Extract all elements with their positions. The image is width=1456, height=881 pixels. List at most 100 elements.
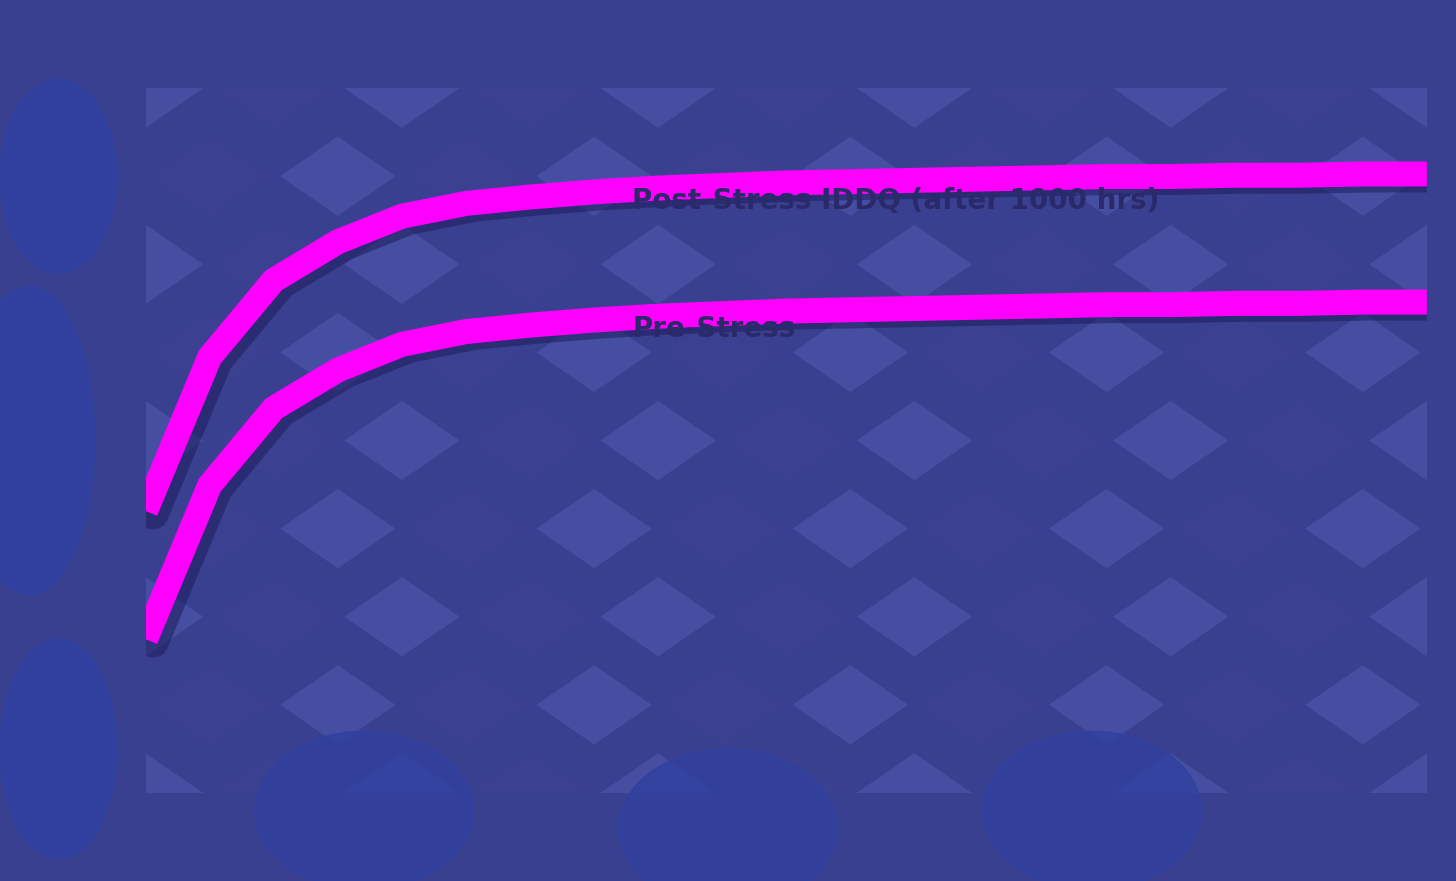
Polygon shape: [472, 753, 588, 833]
Polygon shape: [984, 401, 1101, 480]
Polygon shape: [1433, 137, 1456, 216]
Polygon shape: [1112, 401, 1229, 480]
Polygon shape: [1369, 577, 1456, 656]
Polygon shape: [1241, 225, 1357, 304]
Polygon shape: [1176, 0, 1293, 40]
Polygon shape: [1305, 313, 1421, 392]
Ellipse shape: [0, 286, 95, 595]
Polygon shape: [1241, 577, 1357, 656]
Ellipse shape: [983, 731, 1201, 881]
Polygon shape: [344, 577, 460, 656]
Polygon shape: [344, 225, 460, 304]
Polygon shape: [1048, 313, 1165, 392]
Text: Pre-Stress: Pre-Stress: [632, 315, 796, 343]
Polygon shape: [1241, 401, 1357, 480]
Polygon shape: [536, 0, 652, 40]
Polygon shape: [1241, 48, 1357, 128]
Polygon shape: [600, 225, 716, 304]
Polygon shape: [728, 401, 844, 480]
Polygon shape: [1369, 401, 1456, 480]
Polygon shape: [920, 137, 1037, 216]
Text: Post-Stress IDDQ (after 1000 hrs): Post-Stress IDDQ (after 1000 hrs): [632, 187, 1160, 215]
Polygon shape: [1369, 753, 1456, 833]
Polygon shape: [600, 401, 716, 480]
Polygon shape: [728, 48, 844, 128]
Polygon shape: [1241, 753, 1357, 833]
Polygon shape: [1048, 665, 1165, 744]
Polygon shape: [151, 313, 268, 392]
Polygon shape: [472, 577, 588, 656]
Polygon shape: [151, 137, 268, 216]
Polygon shape: [1048, 489, 1165, 568]
Polygon shape: [1369, 48, 1456, 128]
Ellipse shape: [0, 639, 116, 859]
Polygon shape: [664, 137, 780, 216]
Polygon shape: [664, 665, 780, 744]
Polygon shape: [792, 0, 909, 40]
Polygon shape: [728, 225, 844, 304]
Polygon shape: [984, 577, 1101, 656]
Polygon shape: [920, 489, 1037, 568]
Polygon shape: [792, 137, 909, 216]
Polygon shape: [1112, 753, 1229, 833]
Polygon shape: [472, 401, 588, 480]
Polygon shape: [536, 489, 652, 568]
Polygon shape: [1048, 0, 1165, 40]
Polygon shape: [1176, 665, 1293, 744]
Polygon shape: [536, 313, 652, 392]
Polygon shape: [664, 0, 780, 40]
Polygon shape: [856, 753, 973, 833]
Polygon shape: [215, 401, 332, 480]
Polygon shape: [664, 313, 780, 392]
Polygon shape: [920, 313, 1037, 392]
Polygon shape: [536, 137, 652, 216]
Polygon shape: [792, 313, 909, 392]
Polygon shape: [728, 753, 844, 833]
Ellipse shape: [619, 749, 837, 881]
Polygon shape: [792, 489, 909, 568]
Polygon shape: [856, 401, 973, 480]
Polygon shape: [408, 665, 524, 744]
Polygon shape: [151, 489, 268, 568]
Polygon shape: [344, 401, 460, 480]
Polygon shape: [1433, 665, 1456, 744]
Polygon shape: [664, 489, 780, 568]
Polygon shape: [472, 225, 588, 304]
Polygon shape: [344, 753, 460, 833]
Polygon shape: [408, 137, 524, 216]
Polygon shape: [280, 313, 396, 392]
Polygon shape: [280, 665, 396, 744]
Polygon shape: [728, 577, 844, 656]
Polygon shape: [1305, 137, 1421, 216]
Polygon shape: [280, 137, 396, 216]
Polygon shape: [1112, 48, 1229, 128]
Polygon shape: [151, 0, 268, 40]
Polygon shape: [1369, 225, 1456, 304]
Polygon shape: [1305, 665, 1421, 744]
Polygon shape: [344, 48, 460, 128]
Polygon shape: [87, 225, 204, 304]
Polygon shape: [600, 48, 716, 128]
Polygon shape: [600, 577, 716, 656]
Polygon shape: [856, 48, 973, 128]
Polygon shape: [1176, 489, 1293, 568]
Polygon shape: [984, 225, 1101, 304]
Polygon shape: [215, 48, 332, 128]
Polygon shape: [984, 753, 1101, 833]
Polygon shape: [600, 753, 716, 833]
Polygon shape: [1305, 0, 1421, 40]
Polygon shape: [920, 0, 1037, 40]
Ellipse shape: [0, 79, 116, 273]
Polygon shape: [856, 225, 973, 304]
Polygon shape: [984, 48, 1101, 128]
Polygon shape: [87, 401, 204, 480]
Polygon shape: [1433, 489, 1456, 568]
Polygon shape: [87, 48, 204, 128]
Polygon shape: [536, 665, 652, 744]
Polygon shape: [1176, 137, 1293, 216]
Ellipse shape: [255, 731, 473, 881]
Polygon shape: [856, 577, 973, 656]
Polygon shape: [408, 313, 524, 392]
Polygon shape: [408, 0, 524, 40]
Polygon shape: [215, 753, 332, 833]
